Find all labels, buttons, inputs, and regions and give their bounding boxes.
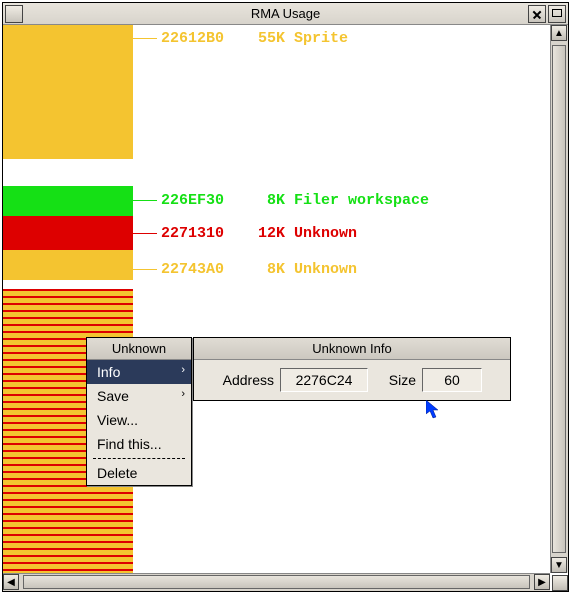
window-title: RMA Usage [251,6,320,21]
memory-entry: 227131012K Unknown [161,225,357,242]
scroll-right-button[interactable]: ▶ [534,574,550,590]
info-panel-title: Unknown Info [194,338,510,360]
leader-line [133,38,157,39]
size-label: Size [374,372,416,388]
entry-desc: Sprite [294,30,348,47]
address-label: Address [204,372,274,388]
menu-item[interactable]: View... [87,408,191,432]
titlebar: RMA Usage [3,3,568,25]
rma-usage-window: RMA Usage 22612B055K Sprite226EF308K Fil… [2,2,569,592]
memory-block[interactable] [3,250,133,280]
entry-address: 22743A0 [161,261,243,278]
entry-size: 55K [243,30,285,47]
toggle-size-button[interactable] [548,5,566,23]
menu-separator [93,458,185,459]
info-panel: Unknown Info Address 2276C24 Size 60 [193,337,511,401]
menu-item[interactable]: Find this... [87,432,191,456]
submenu-arrow-icon: › [181,364,185,376]
entry-address: 22612B0 [161,30,243,47]
resize-corner[interactable] [552,575,568,591]
memory-entry: 22743A08K Unknown [161,261,357,278]
back-button[interactable] [5,5,23,23]
vscroll-thumb[interactable] [552,45,566,553]
entry-desc: Unknown [294,261,357,278]
menu-item[interactable]: Save› [87,384,191,408]
size-field: 60 [422,368,482,392]
entry-size: 8K [243,261,285,278]
entry-address: 226EF30 [161,192,243,209]
memory-block[interactable] [3,216,133,250]
close-button[interactable] [528,5,546,23]
leader-line [133,200,157,201]
entry-size: 12K [243,225,285,242]
horizontal-scrollbar[interactable]: ◀ ▶ [3,573,550,591]
memory-entry: 226EF308K Filer workspace [161,192,429,209]
address-field: 2276C24 [280,368,368,392]
leader-line [133,233,157,234]
menu-item[interactable]: Info› [87,360,191,384]
client-area: 22612B055K Sprite226EF308K Filer workspa… [3,25,550,573]
memory-entry: 22612B055K Sprite [161,30,348,47]
menu-item[interactable]: Delete [87,461,191,485]
vertical-scrollbar[interactable]: ▲ ▼ [550,25,568,573]
context-menu: Unknown Info›Save›View...Find this... Del… [86,337,192,486]
hscroll-thumb[interactable] [23,575,530,589]
entry-desc: Filer workspace [294,192,429,209]
memory-block[interactable] [3,186,133,216]
scroll-left-button[interactable]: ◀ [3,574,19,590]
submenu-arrow-icon: › [181,388,185,400]
entry-size: 8K [243,192,285,209]
entry-desc: Unknown [294,225,357,242]
memory-block[interactable] [3,25,133,159]
entry-address: 2271310 [161,225,243,242]
scroll-down-button[interactable]: ▼ [551,557,567,573]
menu-title: Unknown [87,338,191,360]
leader-line [133,269,157,270]
scroll-up-button[interactable]: ▲ [551,25,567,41]
